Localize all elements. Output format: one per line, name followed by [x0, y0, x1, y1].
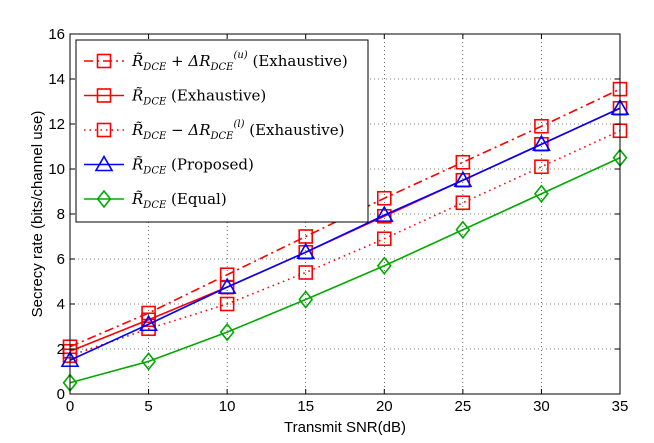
y-tick-label: 14 — [48, 71, 65, 88]
legend-item-3: R̃DCE − ΔRDCE(l) (Exhaustive) — [84, 119, 345, 142]
data-point — [376, 256, 392, 276]
data-point — [141, 312, 156, 328]
y-axis-label: Secrecy rate (bits/channel use) — [29, 111, 46, 318]
x-tick-label: 5 — [144, 398, 152, 415]
legend-marker — [94, 154, 114, 172]
data-point — [376, 231, 392, 247]
x-tick-label: 20 — [376, 398, 393, 415]
legend-box — [75, 39, 369, 223]
series-line — [69, 157, 621, 384]
x-tick-label: 35 — [612, 398, 629, 415]
x-tick-label: 15 — [297, 398, 314, 415]
legend-marker — [96, 88, 112, 103]
data-point — [298, 290, 314, 309]
series-line — [69, 107, 621, 361]
legend-item-4: R̃DCE (Proposed) — [84, 154, 254, 177]
data-point — [376, 208, 392, 224]
series-layer — [60, 81, 630, 393]
legend-label: R̃DCE − ΔRDCE(l) (Exhaustive) — [131, 119, 345, 142]
legend-item-5: R̃DCE (Equal) — [84, 189, 227, 211]
x-tick-label: 25 — [455, 398, 472, 415]
data-point — [139, 314, 158, 332]
legend-label: R̃DCE + ΔRDCE(u) (Exhaustive) — [131, 50, 348, 73]
x-axis-label: Transmit SNR(dB) — [284, 419, 406, 436]
data-point — [455, 154, 471, 170]
data-point — [296, 242, 316, 260]
data-point — [219, 322, 235, 342]
series-line — [69, 88, 621, 348]
y-tick-label: 0 — [57, 386, 65, 403]
y-tick-label: 12 — [48, 116, 65, 133]
y-tick-label: 10 — [48, 161, 65, 178]
data-point — [217, 277, 237, 294]
data-point — [534, 159, 549, 175]
y-tick-label: 4 — [57, 296, 65, 313]
legend-label: R̃DCE (Equal) — [131, 190, 227, 211]
x-tick-label: 10 — [219, 398, 236, 415]
legend-marker — [96, 53, 112, 69]
data-point — [453, 170, 473, 188]
legend-item-2: R̃DCE (Exhaustive) — [84, 87, 266, 108]
y-tick-label: 2 — [57, 341, 65, 358]
data-point — [141, 352, 156, 371]
y-tick-label: 16 — [48, 26, 65, 43]
data-point — [455, 195, 471, 211]
x-tick-label: 30 — [533, 398, 550, 415]
data-point — [219, 296, 235, 312]
legend: R̃DCE + ΔRDCE(u) (Exhaustive) R̃DCE (Exha… — [75, 39, 369, 223]
legend-item-1: R̃DCE + ΔRDCE(u) (Exhaustive) — [84, 50, 348, 73]
data-point — [532, 134, 551, 152]
legend-marker — [96, 122, 112, 138]
x-tick-label: 0 — [66, 398, 74, 415]
data-point — [534, 184, 549, 204]
series-line — [69, 130, 621, 357]
y-tick-label: 8 — [57, 206, 65, 223]
axis-ticks: 0 5 10 15 20 25 30 35 0 2 4 6 8 10 12 14 16 — [48, 26, 628, 415]
y-tick-label: 6 — [57, 251, 65, 268]
data-point — [534, 118, 549, 134]
legend-marker — [96, 189, 112, 209]
data-point — [374, 205, 394, 222]
series-5 — [62, 148, 628, 393]
legend-label: R̃DCE (Proposed) — [131, 156, 254, 177]
data-point — [298, 265, 314, 280]
data-point — [376, 190, 392, 206]
legend-label: R̃DCE (Exhaustive) — [131, 87, 266, 108]
data-point — [455, 220, 471, 240]
